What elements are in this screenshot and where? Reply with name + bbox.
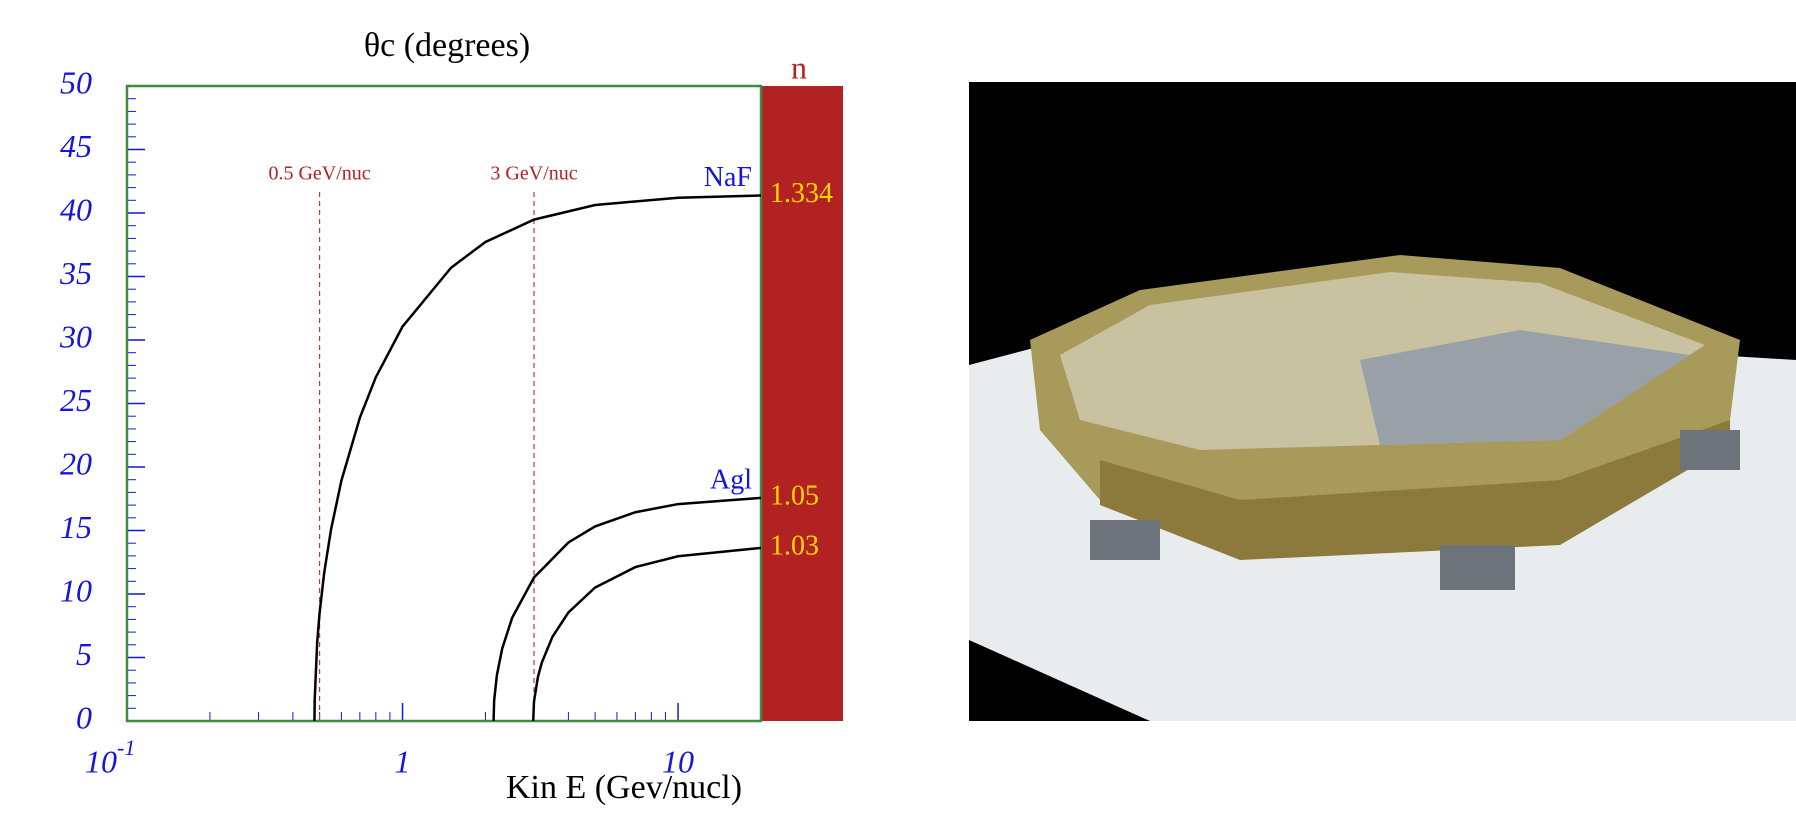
annotation-label: 3 GeV/nuc xyxy=(490,163,577,185)
y-tick-label: 30 xyxy=(59,318,92,354)
series-line xyxy=(313,194,762,722)
x-tick-label: 1 xyxy=(395,743,411,779)
index-label: 1.334 xyxy=(770,178,833,209)
x-tick-label: 10 xyxy=(85,743,117,779)
photo xyxy=(969,82,1796,721)
y-tick-label: 45 xyxy=(60,128,92,164)
series-name: NaF xyxy=(704,162,752,193)
index-panel xyxy=(761,86,843,721)
series-line xyxy=(492,496,762,722)
index-title: n xyxy=(791,49,807,85)
y-tick-label: 40 xyxy=(60,191,92,227)
x-tick-exponent: -1 xyxy=(117,735,135,760)
y-tick-label: 0 xyxy=(76,699,92,735)
annotation-label: 0.5 GeV/nuc xyxy=(268,163,370,185)
x-tick-label: 10 xyxy=(662,743,694,779)
y-tick-label: 35 xyxy=(59,255,92,291)
y-tick-label: 5 xyxy=(76,636,92,672)
index-label: 1.05 xyxy=(770,480,819,511)
y-tick-label: 10 xyxy=(60,572,92,608)
y-tick-label: 20 xyxy=(60,445,92,481)
y-tick-label: 50 xyxy=(60,64,92,100)
index-label: 1.03 xyxy=(770,530,819,561)
y-tick-label: 25 xyxy=(60,382,92,418)
chart-title: θc (degrees) xyxy=(364,27,530,64)
y-tick-label: 15 xyxy=(60,509,92,545)
x-axis-label: Kin E (Gev/nucl) xyxy=(506,769,742,806)
series-line xyxy=(531,546,762,722)
plot-frame xyxy=(125,84,763,723)
series-name: Agl xyxy=(710,464,752,495)
